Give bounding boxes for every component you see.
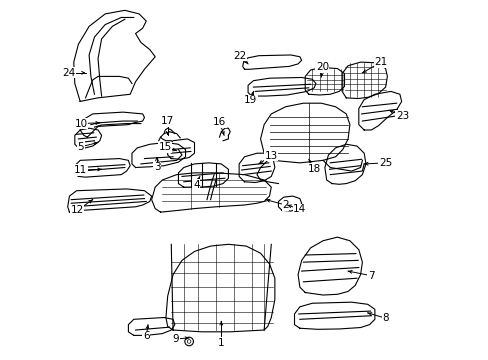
Text: 10: 10	[74, 118, 87, 129]
Text: 19: 19	[244, 95, 257, 105]
Text: 15: 15	[158, 142, 171, 152]
Text: 8: 8	[382, 313, 388, 323]
Text: 22: 22	[233, 51, 246, 61]
Text: 2: 2	[282, 200, 288, 210]
Text: 13: 13	[264, 151, 277, 161]
Text: 14: 14	[293, 204, 306, 214]
Text: 17: 17	[161, 116, 174, 126]
Text: 5: 5	[78, 142, 84, 152]
Text: 24: 24	[62, 68, 75, 78]
Text: 21: 21	[374, 57, 387, 67]
Text: 4: 4	[193, 180, 199, 190]
Text: 7: 7	[367, 271, 374, 281]
Text: 9: 9	[172, 334, 179, 344]
Text: 18: 18	[307, 163, 320, 174]
Text: 20: 20	[315, 63, 328, 72]
Text: 6: 6	[142, 332, 149, 342]
Text: 12: 12	[71, 205, 84, 215]
Text: 1: 1	[218, 338, 224, 347]
Text: 11: 11	[74, 165, 87, 175]
Text: 3: 3	[153, 162, 160, 172]
Text: 25: 25	[378, 158, 391, 168]
Text: 23: 23	[395, 111, 408, 121]
Text: 16: 16	[212, 117, 225, 127]
